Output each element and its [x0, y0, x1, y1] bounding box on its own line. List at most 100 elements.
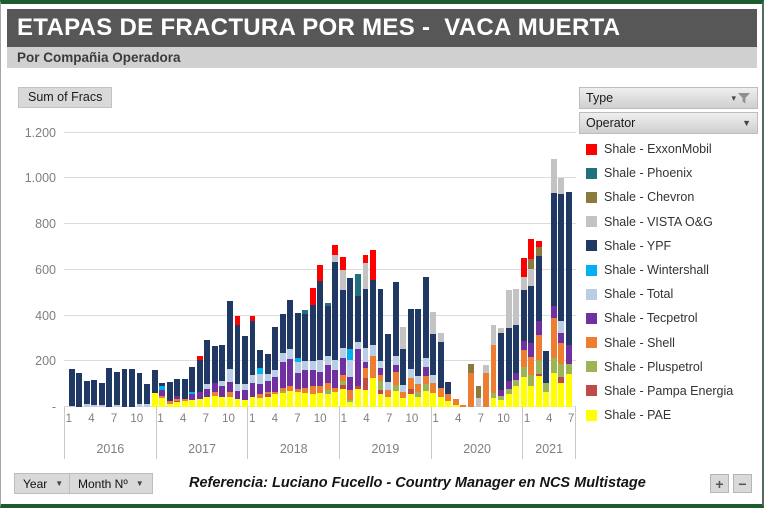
bar-segment-ypf [144, 384, 150, 404]
month-field-button[interactable]: Month Nº ▼ [69, 473, 153, 494]
legend-swatch-chevron [586, 191, 597, 203]
bar-segment-chevron [535, 246, 542, 257]
month-tick-label: 4 [271, 413, 279, 425]
year-field-button[interactable]: Year ▼ [14, 473, 73, 494]
bar-segment-pae [437, 396, 444, 407]
bar-segment-wintershall [159, 386, 166, 390]
bar-segment-ypf [204, 339, 211, 385]
bar-slot-2016-6 [106, 124, 114, 407]
bar-slot-2016-4 [91, 124, 99, 407]
bar-segment-ypf [543, 350, 550, 383]
bar-segment-ypf [407, 308, 414, 370]
bar-2019-6 [377, 289, 384, 407]
bar-slot-2020-1 [430, 124, 438, 407]
bar-segment-pae [339, 388, 346, 407]
year-section-2017: 1 4 7 10 2017 [155, 407, 248, 459]
bar-2019-12 [422, 276, 429, 407]
bar-segment-pae [407, 394, 414, 407]
bar-segment-phoenix [302, 309, 309, 315]
bar-2018-4 [272, 326, 279, 407]
zoom-in-button[interactable]: + [710, 474, 729, 493]
bar-segment-pae [347, 402, 354, 407]
bar-segment-pluspetrol [279, 391, 286, 394]
legend-item-chevron: Shale - Chevron [586, 185, 758, 209]
zoom-out-button[interactable]: − [733, 474, 752, 493]
bar-slot-2021-2 [527, 124, 535, 407]
bar-segment-shell [287, 386, 294, 391]
legend-swatch-ypf [586, 240, 597, 252]
bar-segment-ypf [332, 261, 339, 361]
year-label-2018: 2018 [279, 442, 308, 456]
bar-segment-pluspetrol [535, 360, 542, 374]
bar-2019-5 [370, 250, 376, 407]
bar-segment-shell [452, 399, 459, 406]
bar-segment-pluspetrol [377, 380, 384, 390]
bar-slot-2017-5 [189, 124, 197, 407]
bar-slot-2017-10 [226, 124, 234, 407]
y-axis-label-1000: 1.000 [24, 171, 56, 186]
bar-segment-pae [565, 373, 572, 407]
bar-segment-vista [558, 178, 565, 195]
bar-segment-shell [362, 368, 369, 379]
bar-slot-2019-5 [369, 124, 377, 407]
bar-segment-shell [445, 394, 452, 402]
bar-segment-exxon [249, 315, 256, 322]
bar-2017-3 [174, 379, 181, 407]
gridline-800 [64, 223, 576, 224]
bar-segment-ypf [513, 324, 520, 373]
bar-segment-pae [264, 396, 271, 407]
bar-2021-4 [543, 350, 550, 407]
bar-segment-pae [166, 403, 173, 407]
bar-2018-10 [317, 265, 324, 407]
bar-segment-total [332, 360, 339, 371]
bar-segment-pluspetrol [392, 385, 399, 391]
bar-segment-vista [362, 262, 369, 290]
bar-segment-tecpetrol [279, 362, 286, 388]
bar-segment-vista [339, 269, 346, 291]
bar-segment-ypf [196, 360, 203, 393]
legend-swatch-tecpetrol [586, 312, 597, 324]
month-tick-label: 10 [313, 413, 327, 425]
bar-segment-ypf [257, 349, 263, 369]
bar-segment-total [400, 385, 407, 393]
bar-segment-pluspetrol [565, 363, 572, 374]
bar-2018-12 [332, 244, 339, 407]
year-section-2020: 1 4 7 10 2020 [430, 407, 523, 459]
bar-segment-shell [370, 355, 376, 379]
bar-2017-2 [166, 381, 173, 407]
bar-segment-shell [407, 378, 414, 389]
bar-segment-vista [528, 268, 535, 286]
legend-item-pluspetrol: Shale - Pluspetrol [586, 355, 758, 379]
bar-segment-shell [226, 392, 233, 397]
bar-slot-2020-5 [460, 124, 468, 407]
bar-segment-ypf [189, 366, 196, 392]
bar-segment-shell [332, 387, 339, 393]
bar-segment-tecpetrol [355, 348, 361, 387]
bar-segment-ypf [565, 192, 572, 346]
bar-segment-total [279, 353, 286, 363]
bar-segment-ypf [498, 332, 504, 390]
bar-2017-6 [196, 355, 203, 407]
bar-segment-shell [535, 334, 542, 361]
bar-segment-total [347, 360, 354, 378]
bar-slot-2019-6 [377, 124, 385, 407]
bar-segment-tecpetrol [249, 383, 256, 397]
bar-segment-tecpetrol [347, 377, 354, 390]
bar-segment-total [114, 405, 120, 407]
type-filter-dropdown[interactable]: Type ▾ [579, 87, 758, 109]
bar-segment-ypf [309, 305, 316, 362]
bar-segment-tecpetrol [377, 368, 384, 375]
bar-slot-2021-1 [520, 124, 528, 407]
y-axis: 1.200 1.000 800 600 400 200 - [7, 124, 56, 415]
bar-segment-pae [249, 396, 256, 407]
bar-2020-5 [460, 405, 467, 407]
legend-item-total: Shale - Total [586, 282, 758, 306]
operator-filter-dropdown[interactable]: Operator ▼ [579, 112, 758, 134]
sum-of-fracs-field-button[interactable]: Sum of Fracs [18, 87, 113, 108]
bar-segment-pae [520, 377, 527, 407]
bar-2020-10 [498, 328, 504, 407]
bar-segment-tecpetrol [528, 342, 535, 357]
bar-slot-2017-8 [211, 124, 219, 407]
bar-slot-2021-4 [542, 124, 550, 407]
